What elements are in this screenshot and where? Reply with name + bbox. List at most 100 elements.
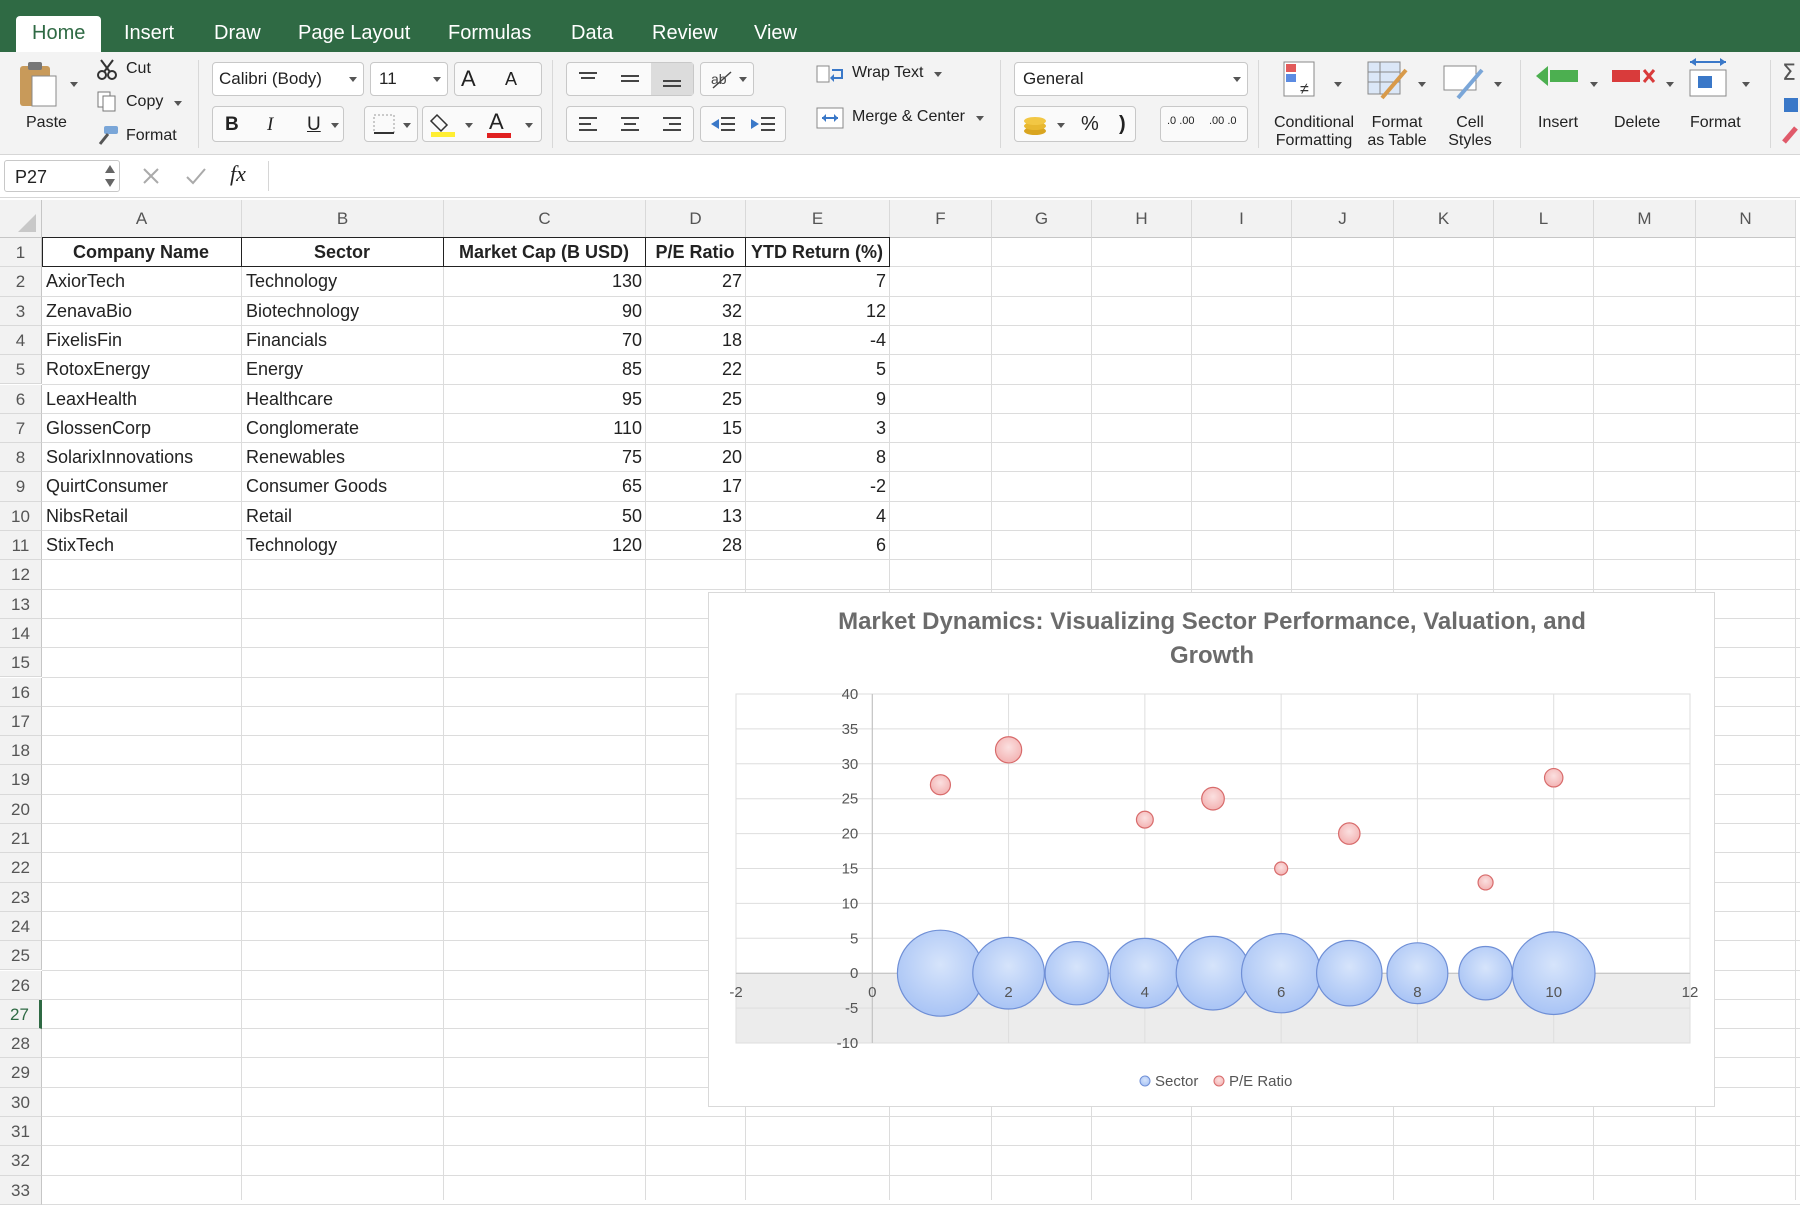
column-header-c[interactable]: C	[444, 200, 646, 238]
fill-color-dropdown-caret[interactable]	[465, 123, 473, 128]
align-center-icon[interactable]	[619, 115, 641, 133]
row-header-29[interactable]: 29	[0, 1058, 42, 1088]
name-box[interactable]: P27	[4, 160, 120, 192]
bubble-sector[interactable]	[1511, 931, 1596, 1016]
tab-home[interactable]: Home	[16, 16, 102, 52]
legend-label-pe-ratio[interactable]: P/E Ratio	[1229, 1073, 1292, 1090]
column-header-n[interactable]: N	[1696, 200, 1796, 238]
bubble-pe-ratio[interactable]	[1543, 767, 1564, 788]
cell-company-name[interactable]: FixelisFin	[46, 329, 123, 350]
percent-style-button[interactable]: %	[1081, 113, 1099, 135]
cell-sector[interactable]: Biotechnology	[246, 300, 360, 321]
column-header-d[interactable]: D	[646, 200, 746, 238]
column-header-f[interactable]: F	[890, 200, 992, 238]
row-header-14[interactable]: 14	[0, 618, 42, 649]
cell-sector[interactable]: Retail	[246, 505, 293, 526]
column-header-e[interactable]: E	[746, 200, 890, 238]
borders-button[interactable]	[364, 106, 418, 142]
row-header-31[interactable]: 31	[0, 1117, 42, 1147]
underline-dropdown-caret[interactable]	[331, 123, 339, 128]
row-header-25[interactable]: 25	[0, 941, 42, 971]
cell-sector[interactable]: Consumer Goods	[246, 476, 388, 497]
cell-sector[interactable]: Technology	[246, 271, 338, 292]
cell-pe-ratio[interactable]: 20	[721, 447, 742, 468]
cancel-entry-icon[interactable]	[140, 165, 162, 187]
cell-market-cap[interactable]: 85	[621, 359, 642, 380]
row-header-23[interactable]: 23	[0, 882, 42, 912]
underline-button[interactable]: U	[307, 114, 321, 135]
cell-pe-ratio[interactable]: 32	[721, 300, 742, 321]
bubble-sector[interactable]	[972, 936, 1045, 1010]
tab-data[interactable]: Data	[571, 22, 614, 44]
bubble-pe-ratio[interactable]	[994, 736, 1023, 764]
column-header-k[interactable]: K	[1394, 200, 1494, 238]
italic-button[interactable]: I	[267, 114, 274, 135]
decrease-indent-icon[interactable]	[709, 115, 737, 133]
cell-market-cap[interactable]: 130	[611, 271, 642, 292]
cell-pe-ratio[interactable]: 25	[721, 388, 742, 409]
formula-input[interactable]	[280, 165, 1780, 189]
cell-market-cap[interactable]: 90	[621, 300, 642, 321]
insert-function-button[interactable]: fx	[230, 161, 246, 186]
row-header-3[interactable]: 3	[0, 296, 42, 326]
legend-label-sector[interactable]: Sector	[1155, 1073, 1198, 1090]
bubble-sector[interactable]	[1386, 942, 1449, 1005]
font-color-button[interactable]: A	[489, 109, 504, 134]
cell-company-name[interactable]: ZenavaBio	[46, 300, 133, 321]
cell-market-cap[interactable]: 110	[613, 417, 642, 438]
column-header-l[interactable]: L	[1494, 200, 1594, 238]
align-middle-icon[interactable]	[619, 71, 641, 87]
cell-company-name[interactable]: LeaxHealth	[46, 388, 138, 409]
row-header-12[interactable]: 12	[0, 560, 42, 590]
align-left-icon[interactable]	[577, 115, 599, 133]
row-header-10[interactable]: 10	[0, 501, 42, 531]
bubble-sector[interactable]	[1044, 941, 1109, 1006]
orientation-button[interactable]: ab	[700, 62, 754, 96]
cell-ytd-return[interactable]: 6	[875, 535, 886, 555]
font-color-dropdown-caret[interactable]	[525, 123, 533, 128]
cell-pe-ratio[interactable]: 28	[721, 535, 742, 555]
cell-sector[interactable]: Renewables	[246, 447, 346, 468]
header-cell-company-name[interactable]: Company Name	[72, 242, 210, 262]
increase-decimal-button[interactable]: .0 .00	[1167, 115, 1195, 127]
row-header-13[interactable]: 13	[0, 589, 42, 619]
cell-ytd-return[interactable]: 3	[875, 417, 886, 438]
row-header-19[interactable]: 19	[0, 765, 42, 795]
tab-draw[interactable]: Draw	[214, 22, 261, 44]
row-header-30[interactable]: 30	[0, 1087, 42, 1117]
row-header-32[interactable]: 32	[0, 1146, 42, 1176]
cell-pe-ratio[interactable]: 22	[721, 359, 742, 380]
row-header-26[interactable]: 26	[0, 970, 42, 1000]
row-header-16[interactable]: 16	[0, 677, 42, 707]
tab-formulas[interactable]: Formulas	[448, 22, 532, 44]
comma-style-button[interactable]: )	[1119, 113, 1126, 135]
row-header-22[interactable]: 22	[0, 853, 42, 883]
cell-pe-ratio[interactable]: 17	[721, 476, 742, 497]
editing-group-icons[interactable]: Σ	[1780, 58, 1800, 148]
bubble-chart[interactable]: Market Dynamics: Visualizing Sector Perf…	[708, 592, 1715, 1107]
cell-market-cap[interactable]: 70	[621, 329, 642, 350]
header-cell-market-cap[interactable]: Market Cap (B USD)	[458, 242, 630, 262]
column-header-b[interactable]: B	[242, 200, 444, 238]
column-header-j[interactable]: J	[1292, 200, 1394, 238]
bubble-pe-ratio[interactable]	[1477, 874, 1494, 891]
cell-company-name[interactable]: StixTech	[46, 535, 115, 555]
row-header-18[interactable]: 18	[0, 736, 42, 766]
row-header-1[interactable]: 1	[0, 238, 42, 268]
align-bottom-button-active[interactable]	[651, 63, 693, 95]
align-right-icon[interactable]	[661, 115, 683, 133]
row-header-20[interactable]: 20	[0, 794, 42, 824]
header-cell-sector[interactable]: Sector	[313, 242, 371, 262]
cell-pe-ratio[interactable]: 27	[721, 271, 742, 292]
row-header-8[interactable]: 8	[0, 443, 42, 473]
column-header-i[interactable]: I	[1192, 200, 1292, 238]
row-header-17[interactable]: 17	[0, 706, 42, 737]
cell-ytd-return[interactable]: -2	[869, 476, 886, 497]
row-header-4[interactable]: 4	[0, 325, 42, 356]
header-cell-ytd-return[interactable]: YTD Return (%)	[751, 242, 883, 262]
row-header-2[interactable]: 2	[0, 267, 42, 297]
cell-pe-ratio[interactable]: 18	[721, 329, 742, 350]
bubble-pe-ratio[interactable]	[1337, 822, 1361, 845]
row-header-11[interactable]: 11	[0, 531, 42, 561]
cell-ytd-return[interactable]: 12	[865, 300, 886, 321]
